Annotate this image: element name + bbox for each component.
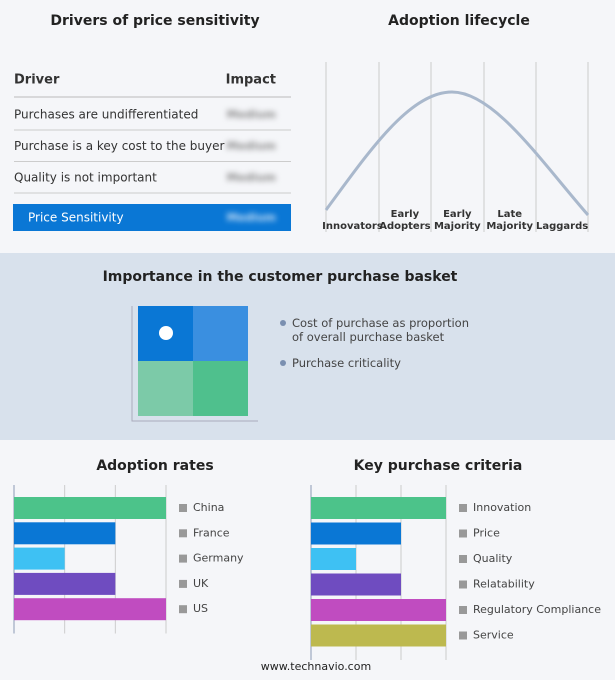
legend-icon — [459, 555, 467, 563]
legend-label: US — [193, 602, 208, 615]
section-title: Key purchase criteria — [354, 458, 523, 474]
section-title: Adoption lifecycle — [388, 13, 530, 29]
bottom-band — [0, 440, 615, 680]
matrix-axis — [131, 306, 258, 422]
summary-impact: Medium — [227, 211, 276, 224]
legend-label: Service — [473, 629, 514, 642]
driver-impact: Medium — [227, 140, 276, 153]
legend-icon — [459, 580, 467, 589]
bar — [311, 522, 401, 545]
legend-icon — [179, 554, 187, 563]
matrix-cell — [193, 361, 248, 416]
driver-label: Purchase is a key cost to the buyer — [14, 139, 224, 153]
stage-label: Laggards — [536, 221, 588, 232]
legend-icon — [459, 606, 467, 614]
legend-icon — [179, 504, 187, 512]
legend-label: Germany — [193, 552, 244, 565]
stage-label: Innovators — [322, 221, 383, 232]
matrix-cell — [193, 306, 248, 361]
legend-icon — [459, 529, 467, 538]
matrix-cell — [138, 361, 193, 416]
legend-label: Innovation — [473, 501, 531, 514]
bar — [14, 572, 116, 595]
bar — [14, 547, 65, 570]
stage-label: Adopters — [379, 221, 430, 232]
legend-label: Price — [473, 527, 500, 540]
legend-icon — [179, 529, 187, 538]
section-title: Drivers of price sensitivity — [50, 13, 259, 29]
legend-item: Purchase criticality — [280, 356, 480, 370]
legend-label: UK — [193, 577, 209, 590]
legend-icon — [179, 579, 187, 588]
bar — [14, 522, 116, 545]
marker — [159, 326, 173, 340]
bar — [311, 548, 356, 570]
section-title: Adoption rates — [96, 458, 213, 474]
section-title: Importance in the customer purchase bask… — [103, 269, 458, 285]
table-header: Impact — [226, 73, 276, 88]
footer: www.technavio.com — [261, 660, 371, 673]
legend-label: Regulatory Compliance — [473, 603, 601, 616]
stage-label: Late — [497, 209, 522, 220]
legend-label: China — [193, 501, 224, 514]
bar — [311, 624, 446, 647]
legend-label: Relatability — [473, 578, 535, 591]
bar — [14, 598, 166, 621]
legend-icon — [179, 605, 187, 614]
bar — [311, 573, 401, 596]
legend-item: Cost of purchase as proportion of overal… — [280, 316, 480, 344]
table-header: Driver — [14, 73, 60, 88]
summary-row — [13, 204, 291, 231]
stage-label: Early — [391, 209, 420, 220]
stage-label: Majority — [434, 221, 481, 232]
legend-label: Quality — [473, 552, 513, 565]
driver-label: Purchases are undifferentiated — [14, 108, 198, 122]
middle-band — [0, 253, 615, 440]
legend-label: France — [193, 526, 230, 539]
driver-label: Quality is not important — [14, 171, 157, 185]
summary-label: Price Sensitivity — [28, 211, 124, 225]
stage-label: Early — [443, 209, 472, 220]
bar — [14, 497, 166, 519]
driver-impact: Medium — [227, 108, 276, 121]
legend-icon — [459, 631, 467, 640]
bar — [311, 497, 446, 519]
stage-label: Majority — [486, 221, 533, 232]
bar — [311, 599, 446, 621]
importance-legend: Cost of purchase as proportion of overal… — [280, 316, 480, 382]
driver-impact: Medium — [227, 171, 276, 184]
lifecycle-curve — [324, 90, 590, 216]
legend-icon — [459, 504, 467, 512]
